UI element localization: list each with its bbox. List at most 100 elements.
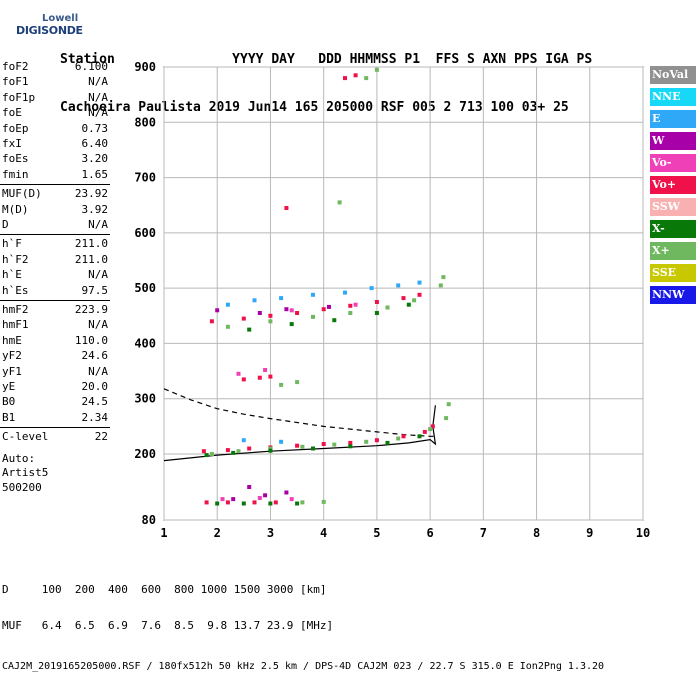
param-value: 3.20 [81,152,109,166]
data-point-vo [321,442,326,446]
data-point-e [279,439,284,444]
x-tick-label: 10 [636,526,650,540]
param-key: foEs [2,152,29,166]
data-point-vo [209,319,214,324]
footer: D 100 200 400 600 800 1000 1500 3000 [km… [2,560,604,685]
data-point-x [268,319,273,324]
logo-line1: Lowell [42,13,79,24]
param-value: N/A [88,318,108,332]
param-key: h`F2 [2,252,29,266]
param-value: 6.100 [74,60,108,73]
auto-line3: 500200 [2,480,42,494]
data-point-vo [220,497,225,502]
data-point-vo [417,292,422,297]
x-tick-label: 3 [267,526,274,540]
param-value: 1.65 [81,167,109,181]
legend: NoVal NNE E W Vo- Vo+ SSW X- X+ SSE NNW [650,66,696,308]
legend-item-sse: SSE [650,264,696,282]
data-point-e [343,290,347,295]
logo-line2: DIGISONDE [16,24,83,37]
data-point-x [374,67,379,72]
auto-line1: Auto: [2,451,36,465]
data-point-x [406,302,411,307]
param-row-13: h`E N/A [2,268,108,283]
data-point-vo [225,500,230,505]
x-tick-label: 1 [160,526,167,540]
y-tick-label: 700 [134,171,156,185]
data-point-x [396,436,401,441]
param-key: h`Es [2,283,29,297]
param-separator [0,300,110,301]
param-key: hmF1 [2,318,29,332]
data-point-x [289,322,294,327]
data-point-x [241,501,246,506]
data-point-vo [289,497,294,502]
param-value: N/A [88,106,108,120]
param-separator [0,427,110,429]
data-point-vo [241,377,246,382]
param-value: 20.0 [81,380,109,393]
param-row-16: hmF1 N/A [2,318,108,333]
param-value: 23.92 [74,187,108,201]
data-point-x [204,453,209,458]
model-curve-profile [163,405,437,462]
x-tick-label: 6 [426,526,433,540]
data-point-vo [295,311,300,315]
legend-item-nne: NNE [650,88,696,106]
param-value: 211.0 [74,252,108,266]
model-curve-trace [163,388,436,437]
data-point-x [247,327,252,332]
param-value: N/A [88,218,108,231]
param-value: N/A [88,75,108,89]
param-row-4: foEp 0.73 [2,122,108,137]
data-point-vo [273,500,278,505]
param-value: 211.0 [74,237,108,251]
data-point-vo [353,73,358,78]
x-tick-label: 9 [586,526,593,540]
x-tick-label: 7 [480,526,487,540]
legend-item-x-: X+ [650,242,696,260]
data-point-x [385,440,390,445]
legend-item-x-: X- [650,220,696,238]
x-tick-label: 2 [214,526,221,540]
data-point-x [268,448,273,453]
data-point-e [225,302,230,307]
legend-item-noval: NoVal [650,66,696,84]
param-row-11: h`F 211.0 [2,237,108,252]
data-point-w [247,485,252,489]
data-point-x [311,446,315,451]
param-value: 2.34 [81,410,109,424]
param-value: N/A [88,268,108,282]
y-tick-label: 800 [134,115,156,129]
data-point-x [364,439,369,444]
data-point-vo [263,368,268,372]
data-point-x [209,452,214,456]
header-line2: Cachoeira Paulista 2019 Jun14 165 205000… [60,100,569,115]
data-point-x [412,298,417,303]
data-point-w [284,490,289,495]
data-point-vo [236,371,241,376]
data-point-e [417,280,422,285]
param-key: MUF(D) [2,187,42,201]
header: Station YYYY DAY DDD HHMMSS P1 FFS S AXN… [60,20,592,132]
data-point-x [428,427,433,432]
data-point-vo [353,302,358,307]
legend-item-ssw: SSW [650,198,696,216]
data-point-vo [401,296,406,301]
data-point-vo [247,446,252,451]
data-point-x [300,500,305,505]
data-point-x [332,318,337,323]
data-point-x [438,283,443,288]
param-row-1: foF1 N/A [2,75,108,90]
data-point-x [337,200,342,205]
param-value: 0.73 [81,121,109,135]
data-point-vo [289,308,294,313]
data-point-vo [268,374,273,379]
data-point-vo [348,440,353,445]
data-point-w [284,307,289,312]
param-key: hmE [2,333,22,347]
param-key: h`E [2,268,22,282]
param-row-18: yF2 24.6 [2,349,108,364]
param-key: h`F [2,237,22,251]
legend-item-vo-: Vo+ [650,176,696,194]
